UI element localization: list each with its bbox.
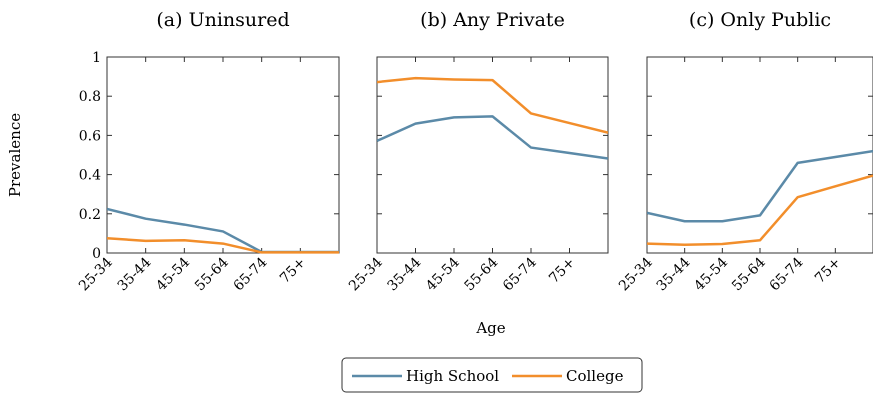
- y-tick-label: 0.8: [79, 89, 101, 105]
- y-tick-label: 0.6: [79, 128, 101, 144]
- y-tick-label: 0.2: [79, 207, 101, 223]
- panel-3: (c) Only Public 25-3435-4445-5455-6465-74…: [616, 9, 873, 294]
- panel-1: (a) Uninsured00.20.40.60.8125-3435-4445-…: [76, 9, 340, 294]
- y-tick-label: 0.4: [79, 168, 101, 184]
- y-tick-label: 1: [92, 50, 101, 66]
- legend: High School College: [341, 357, 643, 393]
- plot-frame: [376, 56, 609, 254]
- x-tick-label: 45-54: [691, 254, 731, 294]
- x-tick-label: 75+: [277, 255, 309, 287]
- x-tick-label: 45-54: [423, 254, 463, 294]
- x-tick-label: 75+: [812, 255, 844, 287]
- x-tick-label: 65-74: [767, 254, 807, 294]
- series-line-college: [107, 237, 339, 254]
- legend-box: [341, 357, 643, 393]
- series-line-high-school: [377, 115, 608, 160]
- x-tick-label: 35-44: [115, 254, 155, 294]
- x-tick-label: 45-54: [153, 254, 193, 294]
- x-tick-label: 55-64: [461, 254, 501, 294]
- plot-frame: [646, 56, 873, 254]
- x-tick-label: 25-34: [346, 254, 386, 294]
- x-tick-label: 65-74: [500, 254, 540, 294]
- x-tick-label: 35-44: [384, 254, 424, 294]
- legend-label-college: College: [566, 367, 624, 385]
- x-tick-label: 55-64: [729, 254, 769, 294]
- panels: (a) Uninsured00.20.40.60.8125-3435-4445-…: [76, 9, 873, 294]
- x-tick-label: 25-34: [616, 254, 656, 294]
- x-tick-label: 55-64: [192, 254, 232, 294]
- y-axis-label: Prevalence: [6, 113, 24, 197]
- panel-2: (b) Any Private 25-3435-4445-5455-6465-74…: [346, 9, 609, 294]
- x-tick-label: 65-74: [231, 254, 271, 294]
- series-line-high-school: [107, 207, 339, 254]
- x-tick-label: 35-44: [654, 254, 694, 294]
- panel-title: (a) Uninsured: [156, 9, 289, 31]
- legend-label-high-school: High School: [406, 367, 499, 385]
- series-line-high-school: [647, 149, 873, 223]
- series-line-college: [647, 174, 873, 247]
- y-tick-label: 0: [92, 246, 101, 262]
- x-axis-label: Age: [475, 319, 505, 337]
- panel-title: (c) Only Public: [689, 9, 831, 31]
- x-tick-label: 75+: [546, 255, 578, 287]
- plot-frame: [106, 56, 340, 254]
- series-line-college: [377, 76, 608, 134]
- panel-title: (b) Any Private: [420, 9, 565, 31]
